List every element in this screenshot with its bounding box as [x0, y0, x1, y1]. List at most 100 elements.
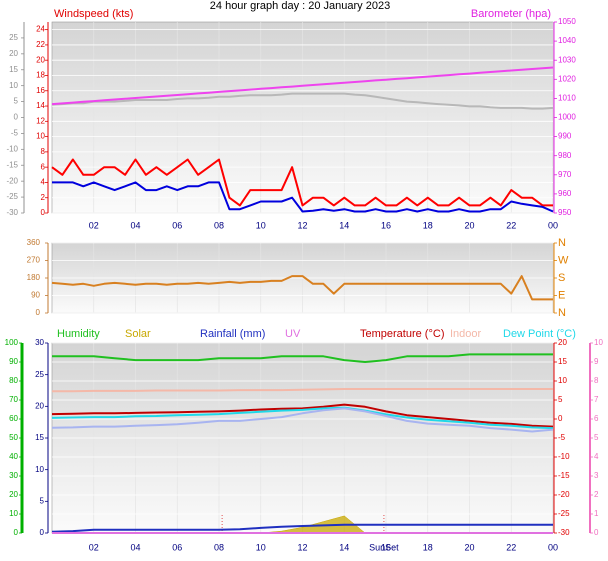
- x-tick-label: 02: [89, 220, 99, 230]
- x-tick-label: 00: [548, 220, 558, 230]
- x-tick-label: 16: [381, 220, 391, 230]
- y-tick-label: 990: [558, 132, 572, 141]
- x-tick-label: 06: [172, 542, 182, 552]
- y-tick-label: 970: [558, 170, 572, 179]
- y-tick-label: 1050: [558, 17, 576, 26]
- x-tick-label: 04: [130, 542, 140, 552]
- y-tick-label: 9: [594, 357, 599, 366]
- y-tick-label: 960: [558, 189, 572, 198]
- y-tick-label: 5: [40, 496, 45, 505]
- y-tick-label: 20: [35, 401, 44, 410]
- y-tick-label: 0: [36, 308, 41, 317]
- y-tick-label: 2: [41, 193, 46, 202]
- y-tick-label: -15: [6, 160, 18, 169]
- x-tick-label: 22: [506, 220, 516, 230]
- series-line: [51, 158, 553, 207]
- legend-entry: Humidity: [57, 328, 100, 340]
- series-line: [51, 407, 554, 433]
- y-tick-label: -30: [6, 208, 18, 217]
- y-tick-label: -30: [558, 528, 570, 537]
- series-line: [52, 388, 553, 393]
- series-line: [51, 275, 553, 301]
- y-tick-label: 5: [14, 97, 19, 106]
- y-tick-label: 90: [31, 291, 40, 300]
- y-tick-label: 16: [36, 86, 45, 95]
- y-tick-label: -25: [6, 192, 18, 201]
- series-line: [51, 403, 554, 428]
- y-tick-label: 360: [27, 238, 41, 247]
- y-tick-label: 24: [36, 25, 45, 34]
- y-tick-label: -15: [558, 471, 570, 480]
- y-tick-label: 8: [594, 376, 599, 385]
- y-tick-label: 0: [14, 113, 19, 122]
- x-tick-label: 10: [256, 542, 266, 552]
- y-tick-label: 10: [36, 132, 45, 141]
- legend-entry: Rainfall (mm): [200, 328, 265, 340]
- y-tick-label: E: [558, 289, 565, 301]
- y-tick-label: 950: [558, 208, 572, 217]
- y-tick-label: 20: [558, 338, 567, 347]
- y-tick-label: 25: [35, 370, 44, 379]
- series-line: [51, 406, 554, 430]
- y-tick-label: 180: [27, 273, 41, 282]
- y-tick-label: 6: [594, 414, 599, 423]
- y-tick-label: 30: [35, 338, 44, 347]
- y-tick-label: -5: [11, 129, 19, 138]
- series-line: [51, 66, 554, 106]
- y-tick-label: 100: [5, 338, 19, 347]
- y-tick-label: 1010: [558, 94, 576, 103]
- y-tick-label: 12: [36, 116, 45, 125]
- x-tick-label: 14: [339, 542, 349, 552]
- y-tick-label: 10: [9, 509, 18, 518]
- y-tick-label: 0: [594, 528, 599, 537]
- x-tick-label: 14: [339, 220, 349, 230]
- y-tick-label: 15: [35, 433, 44, 442]
- y-tick-label: -5: [558, 433, 566, 442]
- legend-entry: Solar: [125, 328, 151, 340]
- y-tick-label: 8: [41, 147, 46, 156]
- sunset-label: SunSet: [369, 542, 399, 552]
- x-tick-label: 08: [214, 220, 224, 230]
- y-tick-label: S: [558, 272, 565, 284]
- y-tick-label: 10: [594, 338, 603, 347]
- y-tick-label: 980: [558, 151, 572, 160]
- y-tick-label: 5: [558, 395, 563, 404]
- y-tick-label: 50: [9, 433, 18, 442]
- y-tick-label: N: [558, 307, 566, 319]
- x-tick-label: 18: [423, 220, 433, 230]
- y-tick-label: 1: [594, 509, 599, 518]
- y-tick-label: 25: [9, 33, 18, 42]
- y-tick-label: 1040: [558, 36, 576, 45]
- y-tick-label: 2: [594, 490, 599, 499]
- x-tick-label: 06: [172, 220, 182, 230]
- y-tick-label: -10: [6, 144, 18, 153]
- y-tick-label: 4: [594, 452, 599, 461]
- y-tick-label: 20: [9, 490, 18, 499]
- x-tick-label: 20: [464, 542, 474, 552]
- x-tick-label: 12: [297, 542, 307, 552]
- y-tick-label: 0: [40, 528, 45, 537]
- y-tick-label: 0: [14, 528, 19, 537]
- y-tick-label: 70: [9, 395, 18, 404]
- y-tick-label: 15: [9, 65, 18, 74]
- y-tick-label: 5: [594, 433, 599, 442]
- legend-entry: Temperature (°C): [360, 328, 444, 340]
- y-tick-label: 40: [9, 452, 18, 461]
- y-tick-label: 15: [558, 357, 567, 366]
- y-tick-label: 0: [558, 414, 563, 423]
- y-tick-label: 20: [36, 55, 45, 64]
- y-tick-label: 0: [41, 208, 46, 217]
- x-tick-label: 20: [464, 220, 474, 230]
- series-line: [51, 92, 554, 110]
- y-tick-label: 6: [41, 162, 46, 171]
- y-tick-label: 1020: [558, 74, 576, 83]
- y-tick-label: -25: [558, 509, 570, 518]
- x-tick-label: 04: [130, 220, 140, 230]
- y-tick-label: 4: [41, 178, 46, 187]
- y-tick-label: 1030: [558, 55, 576, 64]
- y-axis-title: Windspeed (kts): [54, 8, 133, 20]
- legend-entry: Dew Point (°C): [503, 328, 576, 340]
- y-tick-label: 3: [594, 471, 599, 480]
- y-tick-label: 90: [9, 357, 18, 366]
